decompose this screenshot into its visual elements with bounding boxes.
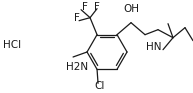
Text: F: F: [82, 1, 88, 12]
Text: F: F: [94, 1, 99, 12]
Text: Cl: Cl: [94, 81, 105, 92]
Text: H2N: H2N: [66, 62, 88, 72]
Text: OH: OH: [123, 4, 139, 14]
Text: HCl: HCl: [3, 40, 21, 50]
Text: F: F: [74, 13, 80, 23]
Text: HN: HN: [146, 41, 161, 52]
